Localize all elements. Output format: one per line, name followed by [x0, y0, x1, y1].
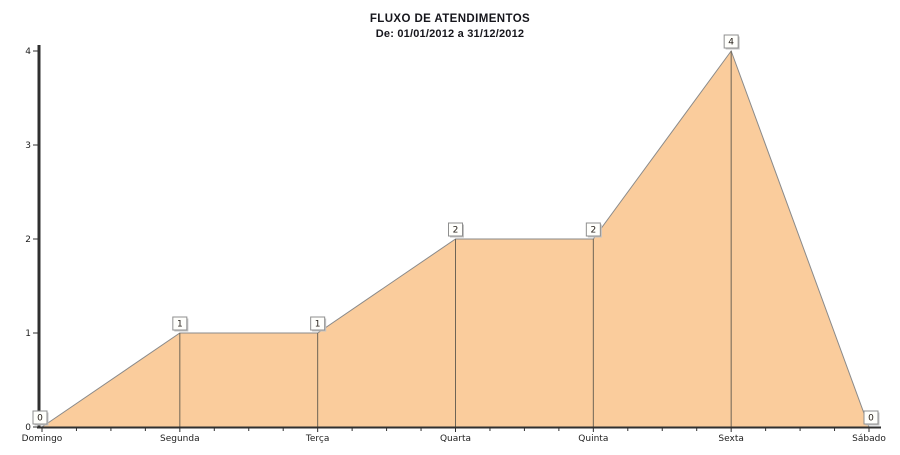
point-mark-value: 1 [177, 320, 183, 330]
x-axis-label: Sexta [718, 434, 743, 444]
x-axis-label: Segunda [160, 434, 200, 444]
x-axis-label: Domingo [22, 434, 63, 444]
point-mark-value: 0 [37, 414, 43, 424]
point-mark-value: 1 [315, 320, 321, 330]
point-mark-value: 4 [728, 38, 734, 48]
point-mark-value: 2 [453, 226, 459, 236]
y-axis-tick-label: 1 [25, 329, 31, 339]
chart-subtitle: De: 01/01/2012 a 31/12/2012 [375, 28, 525, 40]
point-mark [172, 316, 188, 331]
point-mark [863, 410, 879, 425]
point-mark [32, 410, 48, 425]
x-axis-label: Quarta [440, 434, 471, 444]
y-axis-tick-label: 0 [25, 423, 31, 433]
point-mark [310, 316, 326, 331]
point-mark-value: 0 [868, 414, 874, 424]
point-mark [585, 222, 601, 237]
x-axis-label: Sábado [852, 434, 886, 444]
y-axis-tick-label: 2 [25, 235, 31, 245]
x-axis-label: Quinta [578, 434, 608, 444]
chart-title: FLUXO DE ATENDIMENTOS [369, 13, 531, 25]
point-mark-value: 2 [590, 226, 596, 236]
point-mark [448, 222, 463, 237]
y-axis-tick-label: 4 [25, 47, 31, 57]
y-axis-tick-label: 3 [25, 141, 31, 151]
point-mark [723, 34, 739, 49]
x-axis-label: Terça [305, 434, 329, 444]
